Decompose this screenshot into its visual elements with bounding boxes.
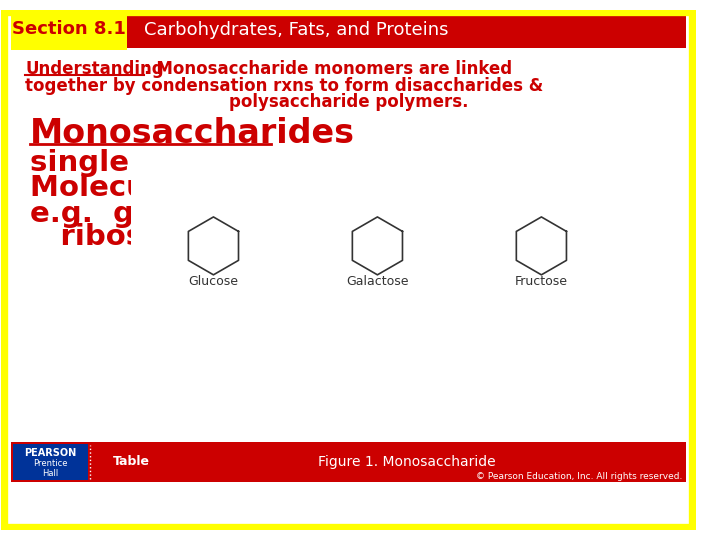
FancyBboxPatch shape xyxy=(11,11,686,48)
FancyBboxPatch shape xyxy=(11,442,686,482)
Text: O: O xyxy=(332,174,357,202)
Text: Monosaccharides: Monosaccharides xyxy=(30,117,355,150)
Text: 6: 6 xyxy=(349,184,363,203)
Text: together by condensation rxns to form disaccharides &: together by condensation rxns to form di… xyxy=(25,77,544,94)
FancyBboxPatch shape xyxy=(13,444,88,480)
Text: Carbohydrates, Fats, and Proteins: Carbohydrates, Fats, and Proteins xyxy=(144,21,449,39)
Text: Galactose: Galactose xyxy=(346,275,409,288)
FancyBboxPatch shape xyxy=(11,10,127,50)
Text: e.g.  glucose, galactose, fructose,: e.g. glucose, galactose, fructose, xyxy=(30,200,588,228)
Text: 6: 6 xyxy=(281,184,294,203)
FancyBboxPatch shape xyxy=(11,50,686,482)
Text: Table: Table xyxy=(113,455,150,468)
Text: Section 8.1: Section 8.1 xyxy=(12,20,126,38)
Text: Prentice: Prentice xyxy=(33,460,68,468)
Text: © Pearson Education, Inc. All rights reserved.: © Pearson Education, Inc. All rights res… xyxy=(476,472,683,481)
Text: Fructose: Fructose xyxy=(515,275,568,288)
FancyBboxPatch shape xyxy=(92,444,171,480)
Text: Figure 1. Monosaccharide: Figure 1. Monosaccharide xyxy=(318,455,495,469)
Text: Glucose: Glucose xyxy=(189,275,238,288)
Text: single sugars: single sugars xyxy=(30,149,250,177)
Text: polysaccharide polymers.: polysaccharide polymers. xyxy=(229,93,468,111)
Text: Molecular formula = C: Molecular formula = C xyxy=(30,174,395,202)
Text: ribose: ribose xyxy=(30,223,163,251)
Text: PEARSON: PEARSON xyxy=(24,448,76,458)
FancyBboxPatch shape xyxy=(132,154,643,299)
Text: Hall: Hall xyxy=(42,469,58,478)
Text: H: H xyxy=(292,174,317,202)
Text: 12: 12 xyxy=(310,184,337,203)
Text: : Monosaccharide monomers are linked: : Monosaccharide monomers are linked xyxy=(144,60,512,78)
Text: Understanding: Understanding xyxy=(25,60,164,78)
